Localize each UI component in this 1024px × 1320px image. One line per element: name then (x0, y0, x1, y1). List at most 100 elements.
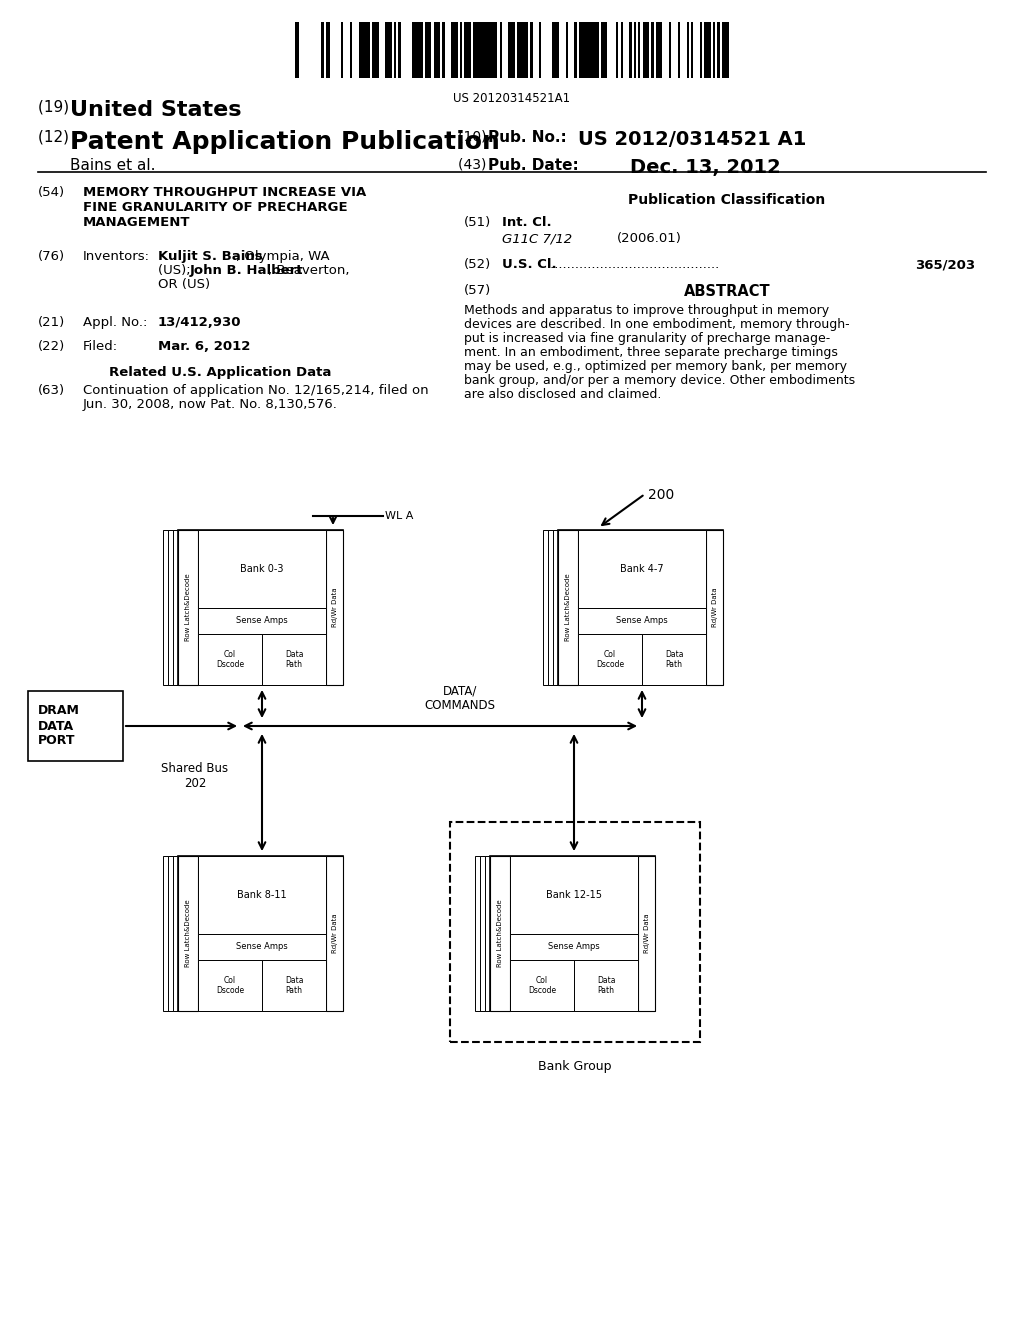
Text: (2006.01): (2006.01) (617, 232, 682, 246)
Text: WL A: WL A (385, 511, 414, 521)
Bar (452, 22, 456, 78)
Text: Sense Amps: Sense Amps (237, 942, 288, 952)
Text: Col
Dscode: Col Dscode (216, 649, 244, 669)
Bar (579, 22, 584, 78)
Bar (713, 22, 715, 78)
Text: Dec. 13, 2012: Dec. 13, 2012 (630, 158, 780, 177)
Text: devices are described. In one embodiment, memory through-: devices are described. In one embodiment… (464, 318, 850, 331)
Bar (655, 22, 660, 78)
Bar (326, 531, 343, 685)
Text: Row Latch&Decode: Row Latch&Decode (185, 900, 191, 968)
Bar (168, 531, 333, 685)
Text: US 2012/0314521 A1: US 2012/0314521 A1 (578, 129, 806, 149)
Bar (521, 22, 528, 78)
Bar (198, 933, 326, 960)
Bar (416, 22, 421, 78)
Text: MANAGEMENT: MANAGEMENT (83, 216, 190, 228)
Bar (168, 855, 333, 1011)
Bar (433, 22, 440, 78)
Text: ABSTRACT: ABSTRACT (684, 284, 770, 300)
Text: (10): (10) (458, 129, 490, 144)
Text: 365/203: 365/203 (914, 257, 975, 271)
Text: Row Latch&Decode: Row Latch&Decode (497, 900, 503, 968)
Text: US 20120314521A1: US 20120314521A1 (454, 92, 570, 106)
Text: (12): (12) (38, 129, 74, 145)
Text: Rd/Wr Data: Rd/Wr Data (643, 913, 649, 953)
Bar (553, 531, 718, 685)
Bar (578, 634, 642, 685)
Text: ..........................................: ........................................… (547, 257, 720, 271)
Bar (178, 531, 343, 685)
Bar (28, 690, 123, 762)
Bar (178, 855, 198, 1011)
Bar (601, 22, 607, 78)
Text: Patent Application Publication: Patent Application Publication (70, 129, 500, 154)
Bar (578, 607, 706, 634)
Bar (517, 22, 521, 78)
Bar (350, 22, 352, 78)
Bar (198, 531, 326, 607)
Bar (722, 22, 726, 78)
Bar (456, 22, 458, 78)
Bar (178, 531, 198, 685)
Bar (442, 22, 444, 78)
Bar (630, 22, 632, 78)
Bar (558, 531, 723, 685)
Text: Rd/Wr Data: Rd/Wr Data (712, 587, 718, 627)
Text: Rd/Wr Data: Rd/Wr Data (332, 587, 338, 627)
Text: United States: United States (70, 100, 242, 120)
Bar (473, 22, 477, 78)
Text: Data
Path: Data Path (285, 649, 303, 669)
Text: bank group, and/or per a memory device. Other embodiments: bank group, and/or per a memory device. … (464, 374, 855, 387)
Bar (398, 22, 400, 78)
Bar (198, 960, 262, 1011)
Text: (57): (57) (464, 284, 492, 297)
Text: Col
Dscode: Col Dscode (216, 975, 244, 995)
Bar (574, 960, 638, 1011)
Text: (63): (63) (38, 384, 66, 397)
Bar (163, 855, 328, 1011)
Bar (642, 634, 706, 685)
Bar (262, 960, 326, 1011)
Bar (490, 855, 655, 1011)
Text: 13/412,930: 13/412,930 (158, 315, 242, 329)
Bar (588, 22, 592, 78)
Bar (705, 22, 711, 78)
Bar (385, 22, 389, 78)
Bar (425, 22, 431, 78)
Text: Int. Cl.: Int. Cl. (502, 216, 552, 228)
Bar (621, 22, 623, 78)
Bar (173, 855, 338, 1011)
Bar (486, 22, 490, 78)
Text: Bank Group: Bank Group (539, 1060, 611, 1073)
Bar (508, 22, 513, 78)
Bar (510, 855, 638, 933)
Bar (687, 22, 689, 78)
Bar (651, 22, 653, 78)
Bar (558, 531, 578, 685)
Text: (76): (76) (38, 249, 66, 263)
Text: Data
Path: Data Path (597, 975, 615, 995)
Text: Row Latch&Decode: Row Latch&Decode (185, 574, 191, 642)
Text: Bank 12-15: Bank 12-15 (546, 890, 602, 900)
Bar (485, 855, 650, 1011)
Text: Appl. No.:: Appl. No.: (83, 315, 147, 329)
Text: , Olympia, WA: , Olympia, WA (236, 249, 330, 263)
Text: Pub. No.:: Pub. No.: (488, 129, 566, 145)
Bar (540, 22, 542, 78)
Text: (22): (22) (38, 341, 66, 352)
Bar (638, 855, 655, 1011)
Text: John B. Halbert: John B. Halbert (190, 264, 303, 277)
Bar (198, 855, 326, 933)
Text: OR (US): OR (US) (158, 279, 210, 290)
Text: Mar. 6, 2012: Mar. 6, 2012 (158, 341, 251, 352)
Bar (364, 22, 370, 78)
Bar (592, 22, 599, 78)
Bar (394, 22, 396, 78)
Bar (262, 634, 326, 685)
Bar (328, 22, 330, 78)
Bar (198, 634, 262, 685)
Text: 200: 200 (648, 488, 674, 502)
Text: Shared Bus
202: Shared Bus 202 (162, 762, 228, 789)
Text: DATA/
COMMANDS: DATA/ COMMANDS (425, 684, 496, 711)
